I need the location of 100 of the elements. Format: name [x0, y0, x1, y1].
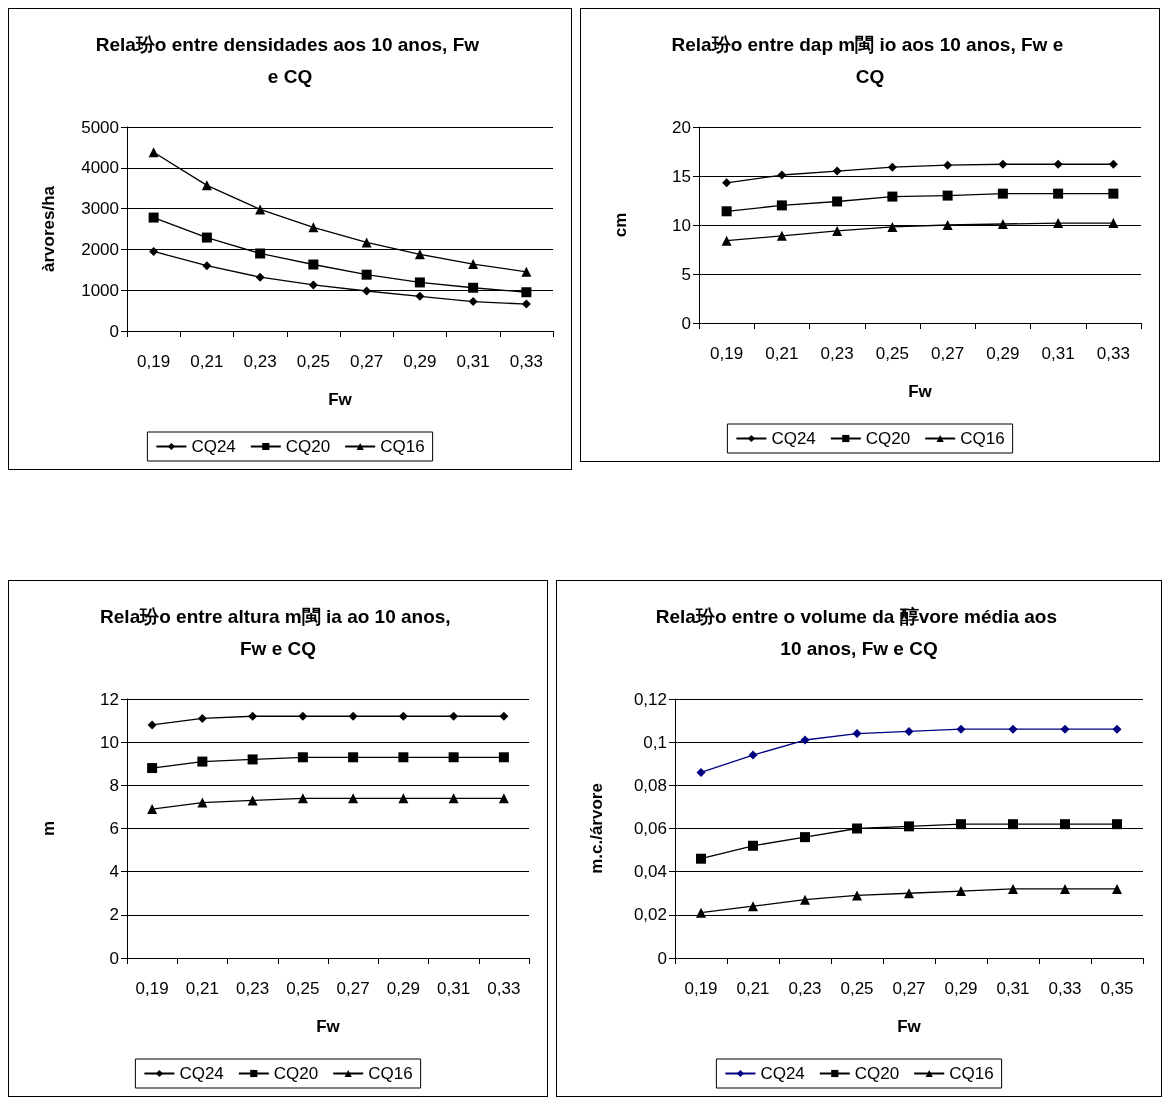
point: [201, 180, 212, 191]
point: [255, 272, 265, 282]
legend-label: CQ24: [191, 437, 236, 456]
x-tick-label: 0,27: [931, 344, 965, 363]
point: [956, 886, 966, 897]
point: [398, 711, 408, 721]
legend-label: CQ16: [949, 1064, 994, 1083]
x-tick-label: 0,35: [1100, 979, 1134, 998]
y-tick-label: 4000: [81, 158, 119, 178]
point: [1053, 218, 1064, 229]
point: [197, 713, 207, 723]
y-tick-label: 12: [100, 689, 119, 709]
x-tick-label: 0,21: [190, 352, 224, 371]
y-tick-label: 0: [657, 948, 667, 968]
point: [852, 729, 862, 739]
point: [887, 191, 898, 202]
point: [297, 752, 308, 763]
point: [398, 752, 409, 763]
point: [800, 832, 810, 843]
y-tick-label: 2000: [81, 239, 119, 259]
y-tick-label: 0,1: [643, 732, 667, 752]
x-tick-label: 0,23: [236, 979, 270, 998]
x-tick-label: 0,29: [986, 344, 1020, 363]
y-tick-label: 0,08: [633, 775, 667, 795]
point: [696, 853, 706, 864]
point: [800, 735, 810, 745]
point: [1112, 883, 1122, 894]
legend-label: CQ20: [865, 429, 911, 448]
point: [414, 277, 425, 288]
point: [887, 221, 898, 232]
chart-title: Rela玢o entre densidades aos 10 anos, Fw e CQ: [95, 33, 485, 87]
x-tick-label: 0,31: [996, 979, 1030, 998]
chart-title: Rela玢o entre altura m閩 ia ao 10 anos, Fw e CQ: [100, 605, 456, 659]
y-tick-label: 0: [109, 321, 119, 341]
point: [1060, 883, 1070, 894]
point: [852, 890, 862, 901]
x-tick-label: 0,33: [487, 979, 521, 998]
x-tick-label: 0,21: [736, 979, 770, 998]
x-tick-label: 0,19: [137, 352, 171, 371]
point: [997, 219, 1008, 230]
y-tick-label: 10: [100, 732, 119, 752]
x-tick-label: 0,27: [336, 979, 370, 998]
point: [147, 804, 158, 815]
point: [943, 160, 953, 170]
y-tick-label: 0,12: [633, 689, 667, 709]
x-tick-label: 0,29: [403, 352, 437, 371]
point: [776, 230, 787, 241]
point: [942, 190, 953, 201]
x-tick-label: 0,25: [875, 344, 909, 363]
x-tick-label: 0,31: [437, 979, 471, 998]
point: [148, 147, 159, 158]
legend-label: CQ24: [771, 429, 816, 448]
y-tick-label: 0: [109, 948, 119, 968]
y-tick-label: 0: [681, 313, 691, 333]
point: [696, 907, 706, 918]
x-axis-title: Fw: [316, 1017, 341, 1036]
x-tick-label: 0,19: [135, 979, 169, 998]
x-tick-label: 0,27: [350, 352, 384, 371]
x-tick-label: 0,23: [788, 979, 822, 998]
point: [308, 222, 319, 233]
chart-title: Rela玢o entre dap m閩 io aos 10 anos, Fw e CQ: [671, 33, 1069, 87]
point: [298, 711, 308, 721]
point: [414, 249, 425, 260]
point: [997, 188, 1008, 199]
point: [1108, 159, 1118, 169]
point: [147, 763, 158, 774]
x-tick-label: 0,33: [509, 352, 543, 371]
legend-label: CQ20: [854, 1064, 900, 1083]
y-tick-label: 3000: [81, 199, 119, 219]
point: [468, 282, 479, 293]
point: [800, 894, 810, 905]
x-axis-title: Fw: [908, 382, 933, 401]
point: [415, 291, 425, 301]
x-tick-label: 0,25: [840, 979, 874, 998]
y-axis-title: cm: [611, 212, 630, 238]
y-tick-label: 0,06: [633, 819, 667, 838]
point: [348, 752, 359, 763]
point: [1060, 819, 1070, 830]
point: [248, 711, 258, 721]
point: [1108, 218, 1119, 229]
point: [696, 767, 706, 777]
point: [1112, 724, 1122, 734]
legend-label: CQ16: [960, 429, 1005, 448]
point: [361, 237, 372, 248]
legend-label: CQ20: [285, 437, 331, 456]
point: [308, 259, 319, 270]
y-tick-label: 0,02: [633, 905, 667, 925]
point: [1053, 188, 1064, 199]
x-tick-label: 0,25: [286, 979, 320, 998]
x-tick-label: 0,31: [1041, 344, 1075, 363]
point: [721, 206, 732, 217]
y-tick-label: 10: [672, 215, 691, 235]
point: [1060, 724, 1070, 734]
point: [1112, 819, 1122, 830]
point: [521, 266, 532, 277]
x-tick-label: 0,27: [892, 979, 926, 998]
point: [887, 162, 897, 172]
point: [1008, 819, 1018, 830]
x-tick-label: 0,21: [765, 344, 799, 363]
point: [247, 754, 258, 765]
